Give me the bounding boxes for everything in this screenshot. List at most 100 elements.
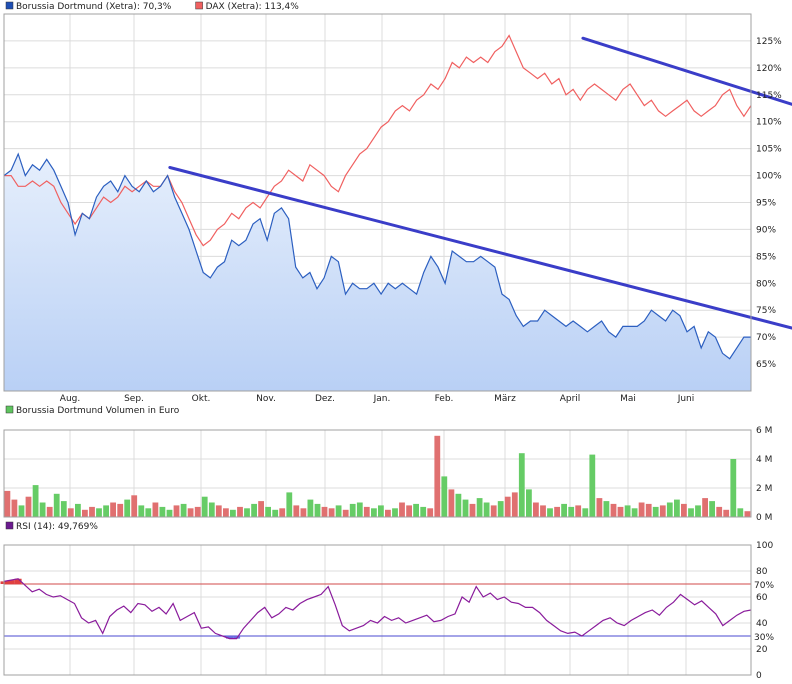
volume-bar <box>60 501 67 517</box>
volume-bar <box>131 495 138 518</box>
volume-bar <box>32 485 39 517</box>
volume-bar <box>554 506 560 517</box>
volume-bar <box>589 454 596 517</box>
dax-line <box>4 34 752 247</box>
volume-panel-frame <box>3 429 752 518</box>
volume-bar <box>695 505 701 517</box>
price-panel-frame <box>3 13 752 392</box>
volume-bar <box>293 505 300 517</box>
volume-bar <box>349 503 356 517</box>
rsi-level-label: 70% <box>754 581 774 591</box>
volume-bar <box>702 498 708 517</box>
volume-y-tick: 6 M <box>756 426 772 436</box>
volume-bar <box>103 505 109 517</box>
volume-bar <box>688 508 694 517</box>
y-tick-label: 95% <box>756 199 776 209</box>
volume-bar <box>258 501 264 517</box>
rsi-level-label: 30% <box>754 633 774 643</box>
y-tick-label: 85% <box>756 252 776 262</box>
volume-bar <box>469 503 476 517</box>
volume-bar <box>39 502 46 517</box>
bvb-line <box>3 152 751 360</box>
volume-bar <box>526 489 532 517</box>
volume-bar <box>159 506 166 517</box>
legend-label-1: DAX (Xetra): 113,4% <box>206 2 300 12</box>
rsi-y-tick: 20 <box>756 645 768 655</box>
x-tick-label: April <box>560 394 581 404</box>
legend-swatch <box>5 405 14 414</box>
volume-bar <box>166 509 173 518</box>
x-tick-label: Nov. <box>256 394 276 404</box>
volume-bar <box>624 505 631 517</box>
x-tick-label: Juni <box>677 394 695 404</box>
volume-bar <box>533 502 539 517</box>
x-tick-label: Okt. <box>192 394 211 404</box>
bvb-area <box>4 154 751 391</box>
volume-bar <box>25 496 32 517</box>
volume-bar <box>237 506 243 517</box>
volume-bar <box>716 506 723 517</box>
volume-bar <box>582 508 589 517</box>
volume-bar <box>230 509 236 518</box>
volume-bar <box>265 506 271 517</box>
volume-bar <box>561 503 567 517</box>
rsi-y-tick: 80 <box>756 567 768 577</box>
volume-bar <box>575 505 582 517</box>
volume-bar <box>476 498 483 517</box>
volume-bar <box>110 502 116 517</box>
volume-bar <box>46 506 53 517</box>
trendline-2 <box>581 36 792 106</box>
volume-bar <box>180 503 187 517</box>
volume-bar <box>251 503 257 517</box>
volume-bar <box>223 508 229 517</box>
volume-bar <box>124 499 131 517</box>
y-tick-label: 125% <box>756 37 782 47</box>
volume-bar <box>314 503 321 517</box>
volume-bar <box>342 509 349 518</box>
rsi-line <box>3 578 752 640</box>
volume-bar <box>547 508 553 517</box>
x-tick-label: Jan. <box>373 394 391 404</box>
y-tick-label: 65% <box>756 360 776 370</box>
volume-bar <box>328 508 335 517</box>
y-tick-label: 80% <box>756 279 776 289</box>
volume-bar <box>152 502 159 517</box>
volume-bar <box>568 506 575 517</box>
x-tick-label: Aug. <box>60 394 80 404</box>
volume-bar <box>448 489 455 517</box>
volume-bar <box>490 505 497 517</box>
x-tick-label: Dez. <box>315 394 335 404</box>
x-tick-label: Sep. <box>124 394 144 404</box>
rsi-y-tick: 60 <box>756 593 768 603</box>
volume-bar <box>321 506 328 517</box>
volume-bar <box>638 502 645 517</box>
y-tick-label: 110% <box>756 118 782 128</box>
volume-bar <box>518 453 525 517</box>
volume-bar <box>385 509 391 518</box>
y-tick-label: 120% <box>756 64 782 74</box>
volume-bar <box>117 503 124 517</box>
volume-bar <box>413 503 419 517</box>
volume-bar <box>53 493 60 517</box>
volume-bar <box>145 508 152 517</box>
legend-swatch <box>5 1 14 10</box>
volume-bar <box>18 505 25 517</box>
volume-bar <box>709 501 715 517</box>
volume-bar <box>744 511 751 517</box>
volume-bar <box>730 459 737 517</box>
trendline-1 <box>168 165 792 330</box>
volume-bar <box>300 508 307 517</box>
volume-bar <box>631 508 638 517</box>
rsi-y-tick: 40 <box>756 619 768 629</box>
volume-bar <box>427 508 434 517</box>
volume-bar <box>187 508 194 517</box>
rsi-panel-frame <box>3 544 752 676</box>
y-tick-label: 100% <box>756 172 782 182</box>
volume-bar <box>371 508 377 517</box>
y-tick-label: 75% <box>756 306 776 316</box>
volume-bar <box>4 490 11 517</box>
volume-bar <box>215 505 222 517</box>
legend-swatch <box>195 1 203 10</box>
